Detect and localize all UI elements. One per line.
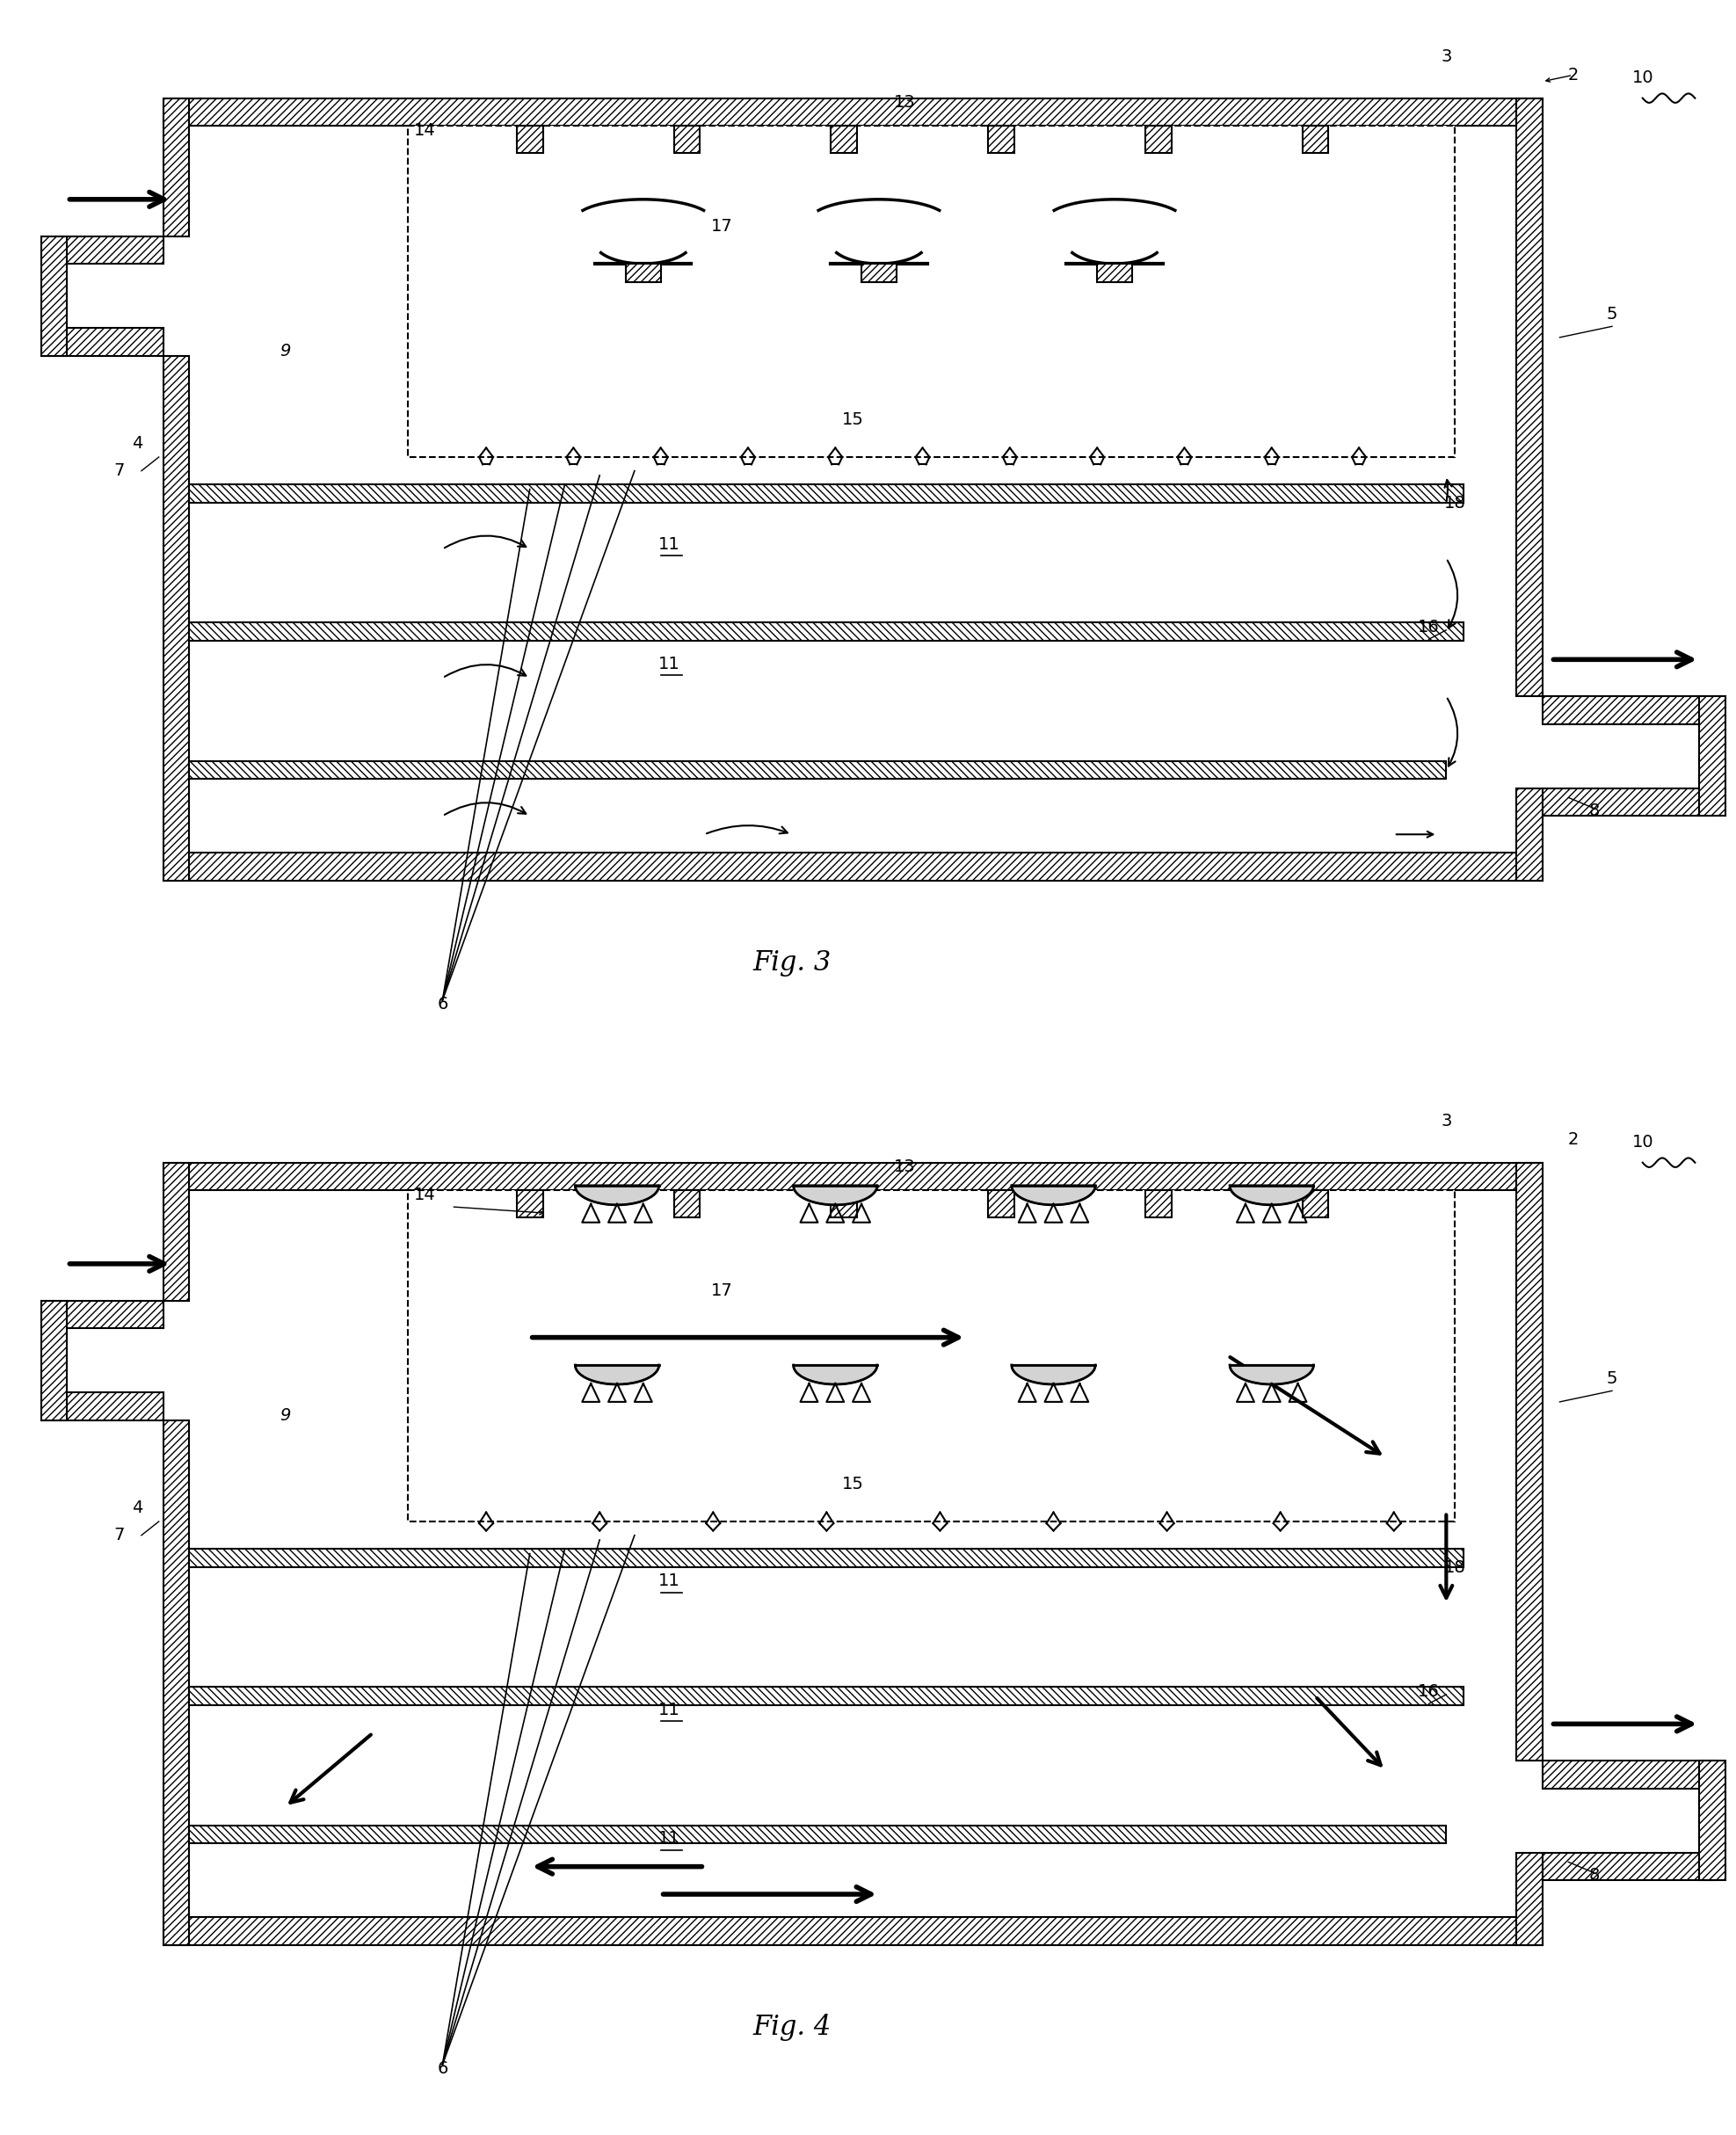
Text: 15: 15 bbox=[842, 1475, 863, 1492]
Bar bbox=[861, 265, 896, 282]
Text: 9: 9 bbox=[279, 1407, 292, 1424]
Bar bbox=[189, 1825, 1446, 1845]
Text: 5: 5 bbox=[1606, 305, 1618, 322]
Polygon shape bbox=[793, 1185, 877, 1204]
Bar bbox=[42, 329, 163, 357]
Polygon shape bbox=[1012, 1364, 1095, 1383]
Text: 8: 8 bbox=[1588, 803, 1601, 820]
Text: 18: 18 bbox=[1444, 1559, 1465, 1576]
Bar bbox=[1542, 788, 1717, 816]
Text: 11: 11 bbox=[658, 1573, 681, 1588]
Bar bbox=[1302, 126, 1328, 154]
Polygon shape bbox=[1229, 1185, 1314, 1204]
Bar bbox=[1302, 1189, 1328, 1217]
Bar bbox=[163, 98, 189, 237]
Bar bbox=[674, 1189, 700, 1217]
Bar bbox=[1146, 1189, 1172, 1217]
Bar bbox=[408, 126, 1455, 457]
Text: 14: 14 bbox=[415, 1187, 436, 1202]
Bar bbox=[1146, 126, 1172, 154]
Text: 17: 17 bbox=[712, 218, 733, 235]
Text: 3: 3 bbox=[1441, 49, 1451, 64]
Text: 6: 6 bbox=[437, 2060, 448, 2077]
Text: 9: 9 bbox=[279, 342, 292, 359]
Text: 13: 13 bbox=[894, 1159, 917, 1174]
Bar bbox=[1542, 1761, 1717, 1789]
Text: Fig. 3: Fig. 3 bbox=[752, 950, 832, 978]
Bar bbox=[163, 1164, 1542, 1189]
Bar bbox=[189, 1687, 1463, 1706]
Bar bbox=[1516, 98, 1542, 696]
Text: 14: 14 bbox=[415, 122, 436, 139]
Bar bbox=[1700, 696, 1726, 816]
Bar bbox=[517, 1189, 543, 1217]
Bar bbox=[832, 1189, 858, 1217]
Bar bbox=[189, 1550, 1463, 1567]
Text: 18: 18 bbox=[1444, 495, 1465, 510]
Text: 13: 13 bbox=[894, 94, 917, 111]
Text: 10: 10 bbox=[1632, 1134, 1653, 1151]
Bar bbox=[163, 1164, 189, 1300]
Text: 10: 10 bbox=[1632, 70, 1653, 85]
Bar bbox=[163, 98, 1542, 126]
Text: 7: 7 bbox=[115, 1527, 125, 1544]
Bar bbox=[674, 126, 700, 154]
Polygon shape bbox=[1012, 1185, 1095, 1204]
Bar bbox=[1542, 696, 1717, 724]
Bar bbox=[988, 126, 1014, 154]
Bar bbox=[1516, 1853, 1542, 1945]
Bar bbox=[1542, 1853, 1717, 1881]
Bar bbox=[163, 852, 1542, 880]
Text: 8: 8 bbox=[1588, 1868, 1601, 1883]
Bar bbox=[189, 485, 1463, 504]
Bar bbox=[1097, 265, 1132, 282]
Bar bbox=[625, 265, 661, 282]
Text: 2: 2 bbox=[1568, 66, 1578, 83]
Bar bbox=[42, 1392, 163, 1420]
Bar bbox=[189, 623, 1463, 640]
Bar bbox=[408, 1189, 1455, 1522]
Bar bbox=[189, 760, 1446, 779]
Bar bbox=[1516, 788, 1542, 880]
Text: 15: 15 bbox=[842, 412, 863, 429]
Bar bbox=[163, 357, 189, 880]
Text: Fig. 4: Fig. 4 bbox=[752, 2013, 832, 2041]
Bar bbox=[1516, 1164, 1542, 1761]
Bar bbox=[42, 1300, 163, 1328]
Bar bbox=[988, 1189, 1014, 1217]
Bar bbox=[42, 237, 68, 357]
Text: 4: 4 bbox=[132, 1499, 142, 1516]
Text: 11: 11 bbox=[658, 1830, 681, 1847]
Bar bbox=[1700, 1761, 1726, 1881]
Bar bbox=[163, 1420, 189, 1945]
Bar bbox=[42, 237, 163, 265]
Text: 11: 11 bbox=[658, 655, 681, 673]
Bar bbox=[163, 1917, 1542, 1945]
Text: 11: 11 bbox=[658, 1702, 681, 1719]
Text: 16: 16 bbox=[1418, 1682, 1439, 1699]
Polygon shape bbox=[575, 1364, 660, 1383]
Text: 5: 5 bbox=[1606, 1371, 1618, 1388]
Polygon shape bbox=[793, 1364, 877, 1383]
Bar bbox=[42, 1300, 68, 1420]
Text: 7: 7 bbox=[115, 463, 125, 478]
Bar bbox=[517, 126, 543, 154]
Text: 6: 6 bbox=[437, 997, 448, 1012]
Text: 17: 17 bbox=[712, 1283, 733, 1300]
Text: 2: 2 bbox=[1568, 1132, 1578, 1149]
Text: 16: 16 bbox=[1418, 619, 1439, 636]
Text: 4: 4 bbox=[132, 436, 142, 450]
Polygon shape bbox=[575, 1185, 660, 1204]
Polygon shape bbox=[1229, 1364, 1314, 1383]
Bar bbox=[832, 126, 858, 154]
Text: 11: 11 bbox=[658, 536, 681, 553]
Text: 3: 3 bbox=[1441, 1112, 1451, 1129]
